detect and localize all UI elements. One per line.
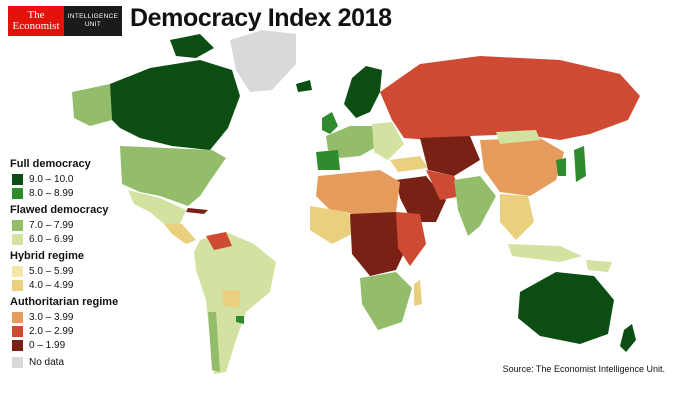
legend-item-label: 7.0 – 7.99 xyxy=(29,220,74,231)
region-korea xyxy=(556,158,566,176)
region-india xyxy=(454,176,496,236)
legend-group-title: Authoritarian regime xyxy=(10,296,119,308)
brand-logos: The Economist INTELLIGENCE UNIT xyxy=(8,6,122,36)
legend-item-label: 8.0 – 8.99 xyxy=(29,188,74,199)
region-mexico xyxy=(128,190,186,224)
economist-logo-line2: Economist xyxy=(12,20,60,32)
region-arabia xyxy=(396,176,446,222)
legend-item-label: No data xyxy=(29,357,65,368)
region-scandinavia xyxy=(344,66,382,118)
region-eastern-europe xyxy=(372,122,404,160)
legend-swatch xyxy=(12,340,23,351)
region-cuba xyxy=(186,208,208,214)
legend-swatch xyxy=(12,234,23,245)
region-venezuela xyxy=(206,232,232,250)
source-note: Source: The Economist Intelligence Unit. xyxy=(502,364,665,374)
region-australia xyxy=(518,272,614,344)
legend-group-hybrid-regime: Hybrid regime 5.0 – 5.99 4.0 – 4.99 xyxy=(10,250,160,292)
region-west-africa xyxy=(310,206,356,244)
region-greenland xyxy=(230,30,296,92)
economist-logo-line1: The xyxy=(27,9,45,21)
legend-group-title: Hybrid regime xyxy=(10,250,84,262)
legend-group-title: Full democracy xyxy=(10,158,91,170)
region-uruguay xyxy=(236,316,244,324)
eiu-logo: INTELLIGENCE UNIT xyxy=(64,6,122,36)
legend-item: 3.0 – 3.99 xyxy=(10,311,160,324)
legend-swatch xyxy=(12,220,23,231)
region-central-america xyxy=(164,224,196,244)
legend-swatch xyxy=(12,266,23,277)
region-western-europe xyxy=(326,126,378,158)
region-indonesia xyxy=(508,244,582,262)
region-canada-islands xyxy=(170,34,214,58)
region-southeast-asia xyxy=(500,194,534,240)
economist-logo: The Economist xyxy=(8,6,64,36)
legend-item-label: 4.0 – 4.99 xyxy=(29,280,74,291)
region-mongolia xyxy=(496,130,540,144)
legend-group-title: Flawed democracy xyxy=(10,204,109,216)
region-china xyxy=(480,138,564,196)
region-russia xyxy=(380,56,640,140)
legend-swatch xyxy=(12,357,23,368)
region-japan xyxy=(574,146,586,182)
region-papua xyxy=(586,260,612,272)
legend-item-label: 3.0 – 3.99 xyxy=(29,312,74,323)
region-iceland xyxy=(296,80,312,92)
legend-item: 2.0 – 2.99 xyxy=(10,325,160,338)
legend-item-no-data: No data xyxy=(10,356,160,369)
region-central-africa xyxy=(350,212,410,276)
region-bolivia xyxy=(222,290,240,308)
legend-swatch xyxy=(12,280,23,291)
legend-item: 4.0 – 4.99 xyxy=(10,279,160,292)
region-iberia xyxy=(316,150,340,170)
legend-swatch xyxy=(12,312,23,323)
legend-swatch xyxy=(12,174,23,185)
region-alaska xyxy=(72,84,112,126)
region-canada xyxy=(110,60,240,150)
eiu-logo-line1: INTELLIGENCE xyxy=(67,13,119,20)
region-central-asia xyxy=(420,136,480,176)
region-turkey xyxy=(390,156,428,172)
legend-item-label: 5.0 – 5.99 xyxy=(29,266,74,277)
page-title: Democracy Index 2018 xyxy=(130,4,392,32)
legend-swatch xyxy=(12,188,23,199)
legend-item: 9.0 – 10.0 xyxy=(10,173,160,186)
legend-item-label: 6.0 – 6.99 xyxy=(29,234,74,245)
legend-item-label: 0 – 1.99 xyxy=(29,340,66,351)
region-southern-africa xyxy=(360,272,412,330)
legend: Full democracy 9.0 – 10.0 8.0 – 8.99 Fla… xyxy=(10,158,160,370)
legend-swatch xyxy=(12,326,23,337)
legend-item: 0 – 1.99 xyxy=(10,339,160,352)
legend-group-flawed-democracy: Flawed democracy 7.0 – 7.99 6.0 – 6.99 xyxy=(10,204,160,246)
region-uk xyxy=(322,112,338,134)
legend-item: 7.0 – 7.99 xyxy=(10,219,160,232)
region-chile xyxy=(208,312,220,372)
region-north-africa xyxy=(316,170,400,216)
legend-item-label: 9.0 – 10.0 xyxy=(29,174,74,185)
region-madagascar xyxy=(414,280,422,306)
region-east-africa xyxy=(396,212,426,266)
legend-item: 5.0 – 5.99 xyxy=(10,265,160,278)
legend-group-authoritarian-regime: Authoritarian regime 3.0 – 3.99 2.0 – 2.… xyxy=(10,296,160,352)
region-usa xyxy=(120,146,226,206)
region-new-zealand xyxy=(620,324,636,352)
legend-item-label: 2.0 – 2.99 xyxy=(29,326,74,337)
region-iran xyxy=(426,170,462,200)
legend-group-full-democracy: Full democracy 9.0 – 10.0 8.0 – 8.99 xyxy=(10,158,160,200)
legend-item: 6.0 – 6.99 xyxy=(10,233,160,246)
legend-item: 8.0 – 8.99 xyxy=(10,187,160,200)
eiu-logo-line2: UNIT xyxy=(84,21,102,28)
